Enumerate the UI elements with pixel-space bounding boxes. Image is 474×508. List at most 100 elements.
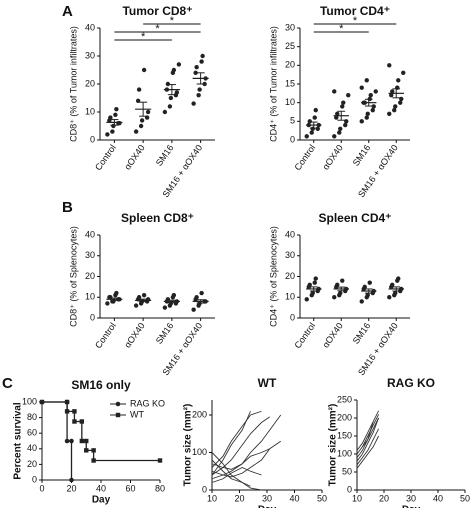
chart-title: SM16 only — [71, 378, 131, 392]
dot — [344, 119, 349, 124]
dot — [373, 89, 378, 94]
dot — [141, 292, 147, 298]
dot — [365, 292, 370, 298]
y-tick-label: 20 — [85, 78, 95, 88]
dot — [171, 67, 177, 73]
x-tick-label: Control — [292, 143, 317, 173]
dot — [368, 93, 373, 98]
dot — [105, 132, 110, 137]
dot — [139, 118, 145, 123]
y-tick-label: 50 — [342, 466, 352, 476]
x-tick-label: 30 — [406, 493, 416, 503]
dot — [199, 290, 204, 296]
y-tick-label: 150 — [337, 430, 352, 440]
dot — [359, 299, 364, 304]
dot — [168, 95, 174, 101]
y-tick-label: 200 — [192, 409, 207, 419]
dot — [196, 93, 201, 98]
y-tick-label: 15 — [285, 78, 295, 88]
dot — [165, 81, 171, 87]
marker — [64, 438, 70, 444]
dot — [304, 134, 309, 139]
growth-line — [211, 440, 282, 478]
dot — [332, 295, 337, 300]
y-tick-label: 5 — [290, 116, 295, 126]
y-tick-label: 100 — [22, 396, 37, 406]
dot — [200, 53, 205, 59]
growth-line — [356, 421, 374, 458]
x-tick-label: 10 — [207, 493, 217, 503]
dot — [399, 96, 404, 102]
dot — [365, 111, 370, 117]
dot — [145, 109, 151, 115]
dot — [332, 134, 337, 139]
y-tick-label: 0 — [290, 134, 295, 144]
dot — [392, 107, 397, 113]
marker — [84, 438, 89, 444]
y-tick-label: 30 — [285, 22, 295, 32]
dot — [364, 115, 369, 120]
legend-label: WT — [130, 409, 144, 419]
x-tick-label: 80 — [155, 483, 165, 493]
growth-line — [356, 417, 380, 462]
x-tick-label: SM16 — [351, 321, 373, 346]
dot — [136, 295, 142, 300]
x-tick-label: αOX40 — [122, 143, 146, 172]
marker — [69, 438, 74, 444]
dot — [367, 280, 372, 285]
dot — [191, 101, 196, 106]
dot — [174, 90, 180, 95]
marker — [64, 409, 70, 414]
marker — [91, 448, 96, 453]
marker — [69, 477, 74, 483]
growth-line — [356, 428, 380, 466]
x-tick-label: Control — [292, 321, 317, 351]
growth-line — [356, 435, 380, 469]
x-tick-label: 20 — [379, 493, 389, 503]
significance-label: * — [155, 23, 160, 35]
dot — [398, 100, 403, 105]
y-tick-label: 10 — [85, 106, 95, 116]
marker — [72, 419, 77, 424]
y-tick-label: 25 — [285, 41, 295, 51]
chart-title: Spleen CD8⁺ — [121, 211, 194, 225]
dot — [307, 119, 312, 124]
dot — [304, 297, 309, 302]
dot — [393, 290, 398, 296]
growth-line — [362, 417, 380, 448]
dot — [393, 104, 398, 109]
marker — [91, 458, 96, 463]
dot — [334, 115, 339, 120]
dot — [387, 63, 392, 68]
dot — [114, 290, 119, 296]
y-axis-label: CD4⁺ (% of Tumor infiltrates) — [268, 26, 278, 142]
dot — [337, 130, 342, 135]
dot — [193, 70, 198, 76]
growth-line — [211, 452, 262, 491]
dot — [312, 115, 317, 120]
dot — [133, 129, 139, 134]
y-axis-label: CD8⁺ (% of Tumor infiltrates) — [68, 26, 78, 142]
dot — [191, 307, 196, 312]
dot — [307, 282, 312, 287]
dot — [111, 123, 116, 129]
dot — [162, 305, 168, 310]
x-axis-label: Day — [402, 505, 421, 508]
dot — [310, 126, 315, 131]
dot — [113, 112, 118, 118]
x-tick-label: 60 — [125, 483, 135, 493]
marker — [79, 419, 85, 424]
chart-title: RAG KO — [387, 376, 435, 390]
growth-line — [211, 414, 282, 480]
growth-line — [211, 459, 251, 487]
dot — [335, 111, 340, 117]
dot — [313, 276, 318, 281]
dot — [167, 104, 173, 109]
x-tick-label: αOX40 — [122, 321, 146, 350]
significance-label: * — [339, 23, 344, 35]
significance-label: * — [353, 15, 358, 27]
x-tick-label: Control — [93, 321, 118, 351]
dot — [390, 89, 395, 94]
marker — [64, 399, 70, 405]
